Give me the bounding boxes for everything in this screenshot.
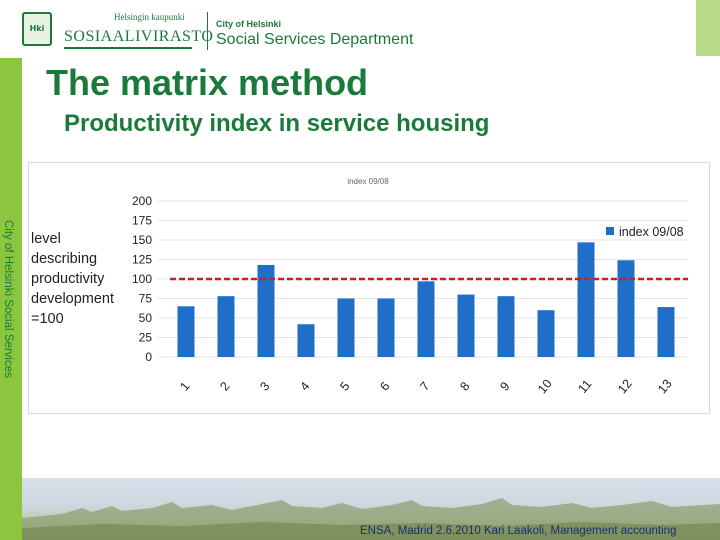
- y-tick-label: 200: [132, 194, 152, 208]
- bar: [657, 307, 675, 357]
- slide-title: The matrix method: [46, 62, 369, 103]
- legend-label: index 09/08: [619, 225, 684, 239]
- x-tick-label: 3: [257, 379, 272, 393]
- bar: [497, 296, 515, 357]
- x-tick-label: 1: [177, 379, 192, 393]
- y-tick-label: 75: [139, 292, 153, 306]
- left-accent-gap: [0, 0, 22, 58]
- bar: [537, 310, 555, 357]
- y-tick-label: 150: [132, 233, 152, 247]
- x-tick-label: 13: [655, 377, 675, 397]
- x-tick-label: 8: [457, 379, 472, 393]
- side-vertical-label: City of Helsinki Social Services: [2, 220, 14, 378]
- bar: [337, 298, 355, 357]
- org-underline: [64, 47, 192, 49]
- x-tick-label: 12: [615, 377, 635, 397]
- y-tick-label: 50: [139, 311, 153, 325]
- y-tick-label: 125: [132, 253, 152, 267]
- bar: [257, 264, 275, 357]
- helsinki-crest-logo: Hki: [22, 12, 52, 46]
- bar: [457, 294, 475, 357]
- org-small-name: Helsingin kaupunki: [114, 12, 185, 22]
- org-name: SOSIAALIVIRASTO: [64, 28, 214, 45]
- y-axis-label-line: describing: [31, 251, 97, 267]
- x-tick-label: 10: [535, 377, 555, 397]
- y-axis-label-line: productivity: [31, 271, 105, 287]
- y-tick-label: 25: [139, 331, 153, 345]
- crest-logo-text: Hki: [29, 24, 45, 33]
- bar: [217, 296, 235, 357]
- x-tick-label: 7: [417, 379, 432, 393]
- bar: [617, 260, 635, 357]
- x-tick-label: 5: [337, 379, 352, 393]
- y-tick-label: 0: [145, 350, 152, 364]
- x-tick-label: 11: [575, 377, 594, 396]
- footer-cityscape-band: [22, 478, 720, 540]
- y-tick-label: 175: [132, 214, 152, 228]
- y-axis-label-line: level: [31, 231, 61, 247]
- city-label: City of Helsinki: [216, 19, 282, 29]
- department-label: Social Services Department: [216, 31, 414, 48]
- bar: [417, 281, 435, 357]
- slide-subtitle: Productivity index in service housing: [64, 110, 490, 137]
- legend-swatch: [606, 227, 614, 235]
- x-tick-label: 9: [497, 379, 512, 393]
- y-axis-label-line: development: [31, 291, 114, 307]
- footer-caption: ENSA, Madrid 2.6.2010 Kari Laakoli, Mana…: [360, 525, 677, 537]
- header-separator: [207, 12, 208, 50]
- bar: [377, 298, 395, 357]
- x-tick-label: 6: [377, 379, 392, 393]
- bar: [577, 242, 595, 357]
- left-accent-bar: [0, 0, 22, 540]
- chart-frame: [28, 162, 710, 414]
- y-axis-label-line: =100: [31, 311, 64, 327]
- footer-skyline: [22, 498, 720, 540]
- x-tick-label: 2: [217, 379, 232, 393]
- bar: [177, 306, 195, 357]
- top-right-accent: [696, 0, 720, 56]
- bar-chart: index 09/080255075100125150175200levelde…: [31, 177, 688, 397]
- x-tick-label: 4: [297, 379, 312, 393]
- bar: [297, 324, 315, 357]
- y-tick-label: 100: [132, 272, 152, 286]
- chart-title: index 09/08: [347, 177, 389, 186]
